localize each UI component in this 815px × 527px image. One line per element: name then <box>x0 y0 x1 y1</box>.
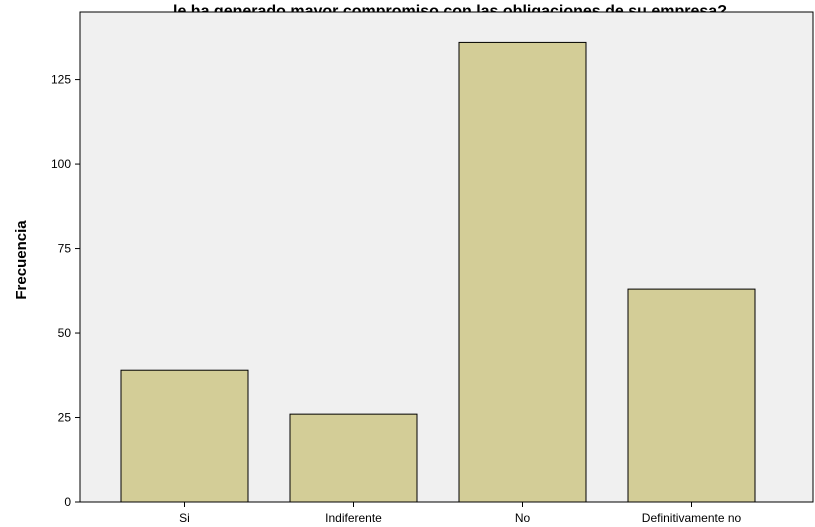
bar-definitivamente-no <box>627 288 756 503</box>
x-tick-label: Indiferente <box>325 511 382 525</box>
bar-indiferente <box>289 413 418 503</box>
bar-no <box>458 41 587 503</box>
y-tick-label: 125 <box>51 73 71 87</box>
x-tick-label: Definitivamente no <box>642 511 742 525</box>
y-tick-label: 0 <box>64 495 71 509</box>
y-tick-label: 75 <box>58 242 72 256</box>
bar-si <box>120 369 249 503</box>
x-tick-label: No <box>515 511 531 525</box>
x-tick-label: Si <box>179 511 190 525</box>
y-tick-label: 25 <box>58 411 72 425</box>
y-tick-label: 100 <box>51 157 71 171</box>
y-axis-label: Frecuencia <box>13 220 30 300</box>
y-tick-label: 50 <box>58 326 72 340</box>
